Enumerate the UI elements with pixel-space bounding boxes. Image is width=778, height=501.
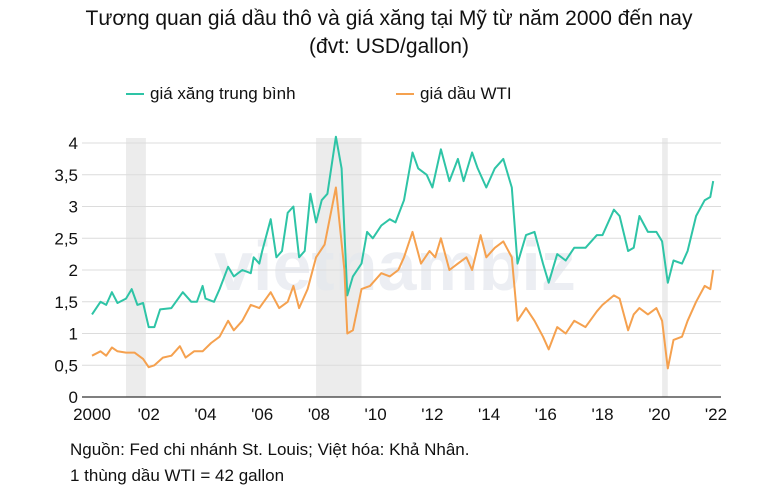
x-tick-label: '14 [478,405,500,424]
recession-shade [316,138,362,397]
chart-subtitle: (đvt: USD/gallon) [309,35,469,58]
legend-item-gas: giá xăng trung bình [126,84,296,104]
y-tick-label: 0 [69,388,78,407]
legend-label-oil: giá dầu WTI [420,84,512,103]
legend-swatch-gas [126,93,144,95]
y-tick-label: 0,5 [54,356,78,375]
series-line-oil [91,186,715,370]
legend-item-oil: giá dầu WTI [396,84,512,104]
x-tick-label: '10 [365,405,387,424]
y-tick-label: 1 [69,325,78,344]
series-line-gas [91,135,715,329]
y-tick-label: 3 [69,198,78,217]
chart-title: Tương quan giá dầu thô và giá xăng tại M… [85,7,693,30]
source-note: Nguồn: Fed chi nhánh St. Louis; Việt hóa… [70,440,470,459]
conversion-note: 1 thùng dầu WTI = 42 gallon [70,466,285,485]
x-tick-label: '20 [648,405,670,424]
x-tick-label: '08 [308,405,330,424]
x-tick-label: '18 [591,405,613,424]
recession-shade [126,138,146,397]
x-tick-label: '06 [251,405,273,424]
y-tick-label: 2,5 [54,229,78,248]
y-tick-label: 1,5 [54,293,78,312]
x-tick-label: '16 [535,405,557,424]
x-tick-label: '12 [421,405,443,424]
x-tick-label: '02 [138,405,160,424]
y-tick-label: 2 [69,261,78,280]
y-tick-label: 4 [69,134,78,153]
legend-swatch-oil [396,93,414,95]
y-tick-label: 3,5 [54,166,78,185]
x-tick-label: '04 [194,405,216,424]
x-tick-label: '22 [705,405,727,424]
legend-label-gas: giá xăng trung bình [150,84,296,103]
x-tick-label: 2000 [73,405,111,424]
